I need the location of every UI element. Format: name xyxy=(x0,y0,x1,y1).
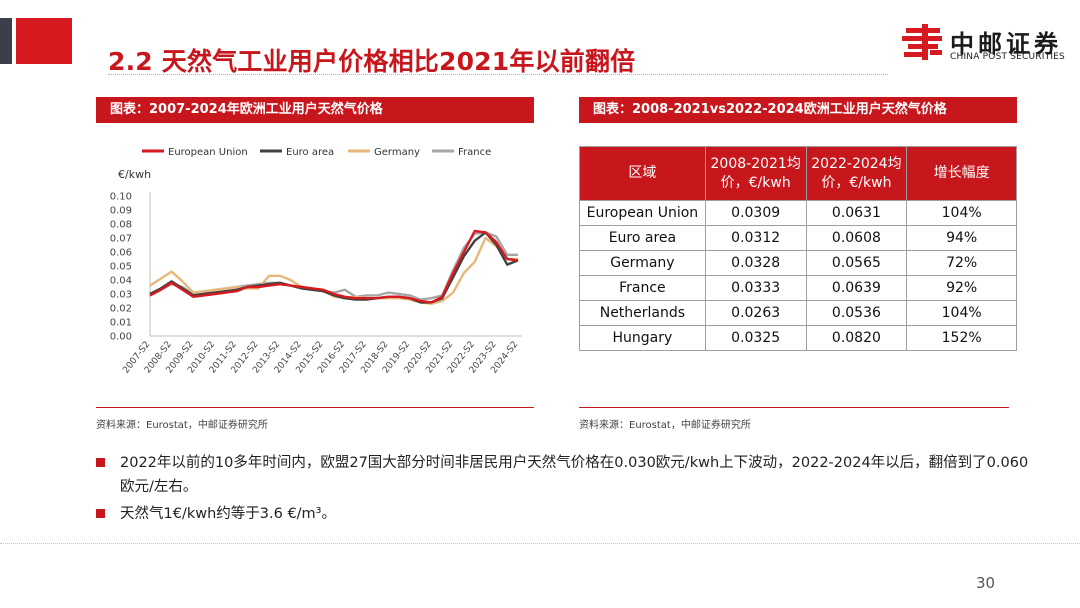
cell-growth: 104% xyxy=(906,300,1017,326)
summary-bullets: 2022年以前的10多年时间内，欧盟27国大部分时间非居民用户天然气价格在0.0… xyxy=(96,451,1036,526)
left-chart-heading: 图表：2007-2024年欧洲工业用户天然气价格 xyxy=(96,97,534,123)
table-header-row: 区域 2008-2021均价，€/kwh 2022-2024均价，€/kwh 增… xyxy=(579,146,1017,201)
y-tick-label: 0.05 xyxy=(110,262,132,273)
series-line-european-union xyxy=(149,229,519,304)
cell-region: Germany xyxy=(579,250,706,276)
y-tick-label: 0.04 xyxy=(110,276,132,287)
cell-growth: 72% xyxy=(906,250,1017,276)
cell-avg-2008-2021: 0.0328 xyxy=(704,250,807,276)
table-row: Euro area 0.0312 0.0608 94% xyxy=(579,225,1017,251)
bullet-item: 2022年以前的10多年时间内，欧盟27国大部分时间非居民用户天然气价格在0.0… xyxy=(96,451,1036,499)
legend-label: European Union xyxy=(168,147,248,158)
cell-growth: 152% xyxy=(906,325,1017,351)
cell-growth: 92% xyxy=(906,275,1017,301)
left-source-note: 资料来源：Eurostat，中邮证券研究所 xyxy=(96,420,268,431)
cell-region: Hungary xyxy=(579,325,706,351)
cell-avg-2022-2024: 0.0639 xyxy=(805,275,908,301)
left-source-divider xyxy=(96,407,534,408)
cell-region: Euro area xyxy=(579,225,706,251)
cell-avg-2022-2024: 0.0820 xyxy=(805,325,908,351)
table-row: Hungary 0.0325 0.0820 152% xyxy=(579,325,1017,351)
cell-region: France xyxy=(579,275,706,301)
legend-label: France xyxy=(458,147,491,158)
bullet-text: 天然气1€/kwh约等于3.6 €/m³。 xyxy=(120,506,336,522)
cell-avg-2008-2021: 0.0309 xyxy=(704,200,807,226)
table-row: European Union 0.0309 0.0631 104% xyxy=(579,200,1017,226)
bullet-item: 天然气1€/kwh约等于3.6 €/m³。 xyxy=(96,502,1036,526)
y-tick-label: 0.03 xyxy=(110,290,132,301)
y-tick-label: 0.01 xyxy=(110,318,132,329)
y-tick-label: 0.10 xyxy=(110,192,132,203)
y-tick-label: 0.02 xyxy=(110,304,132,315)
cell-avg-2022-2024: 0.0608 xyxy=(805,225,908,251)
cell-region: European Union xyxy=(579,200,706,226)
gas-price-line-chart: European Union Euro area Germany France €/k… xyxy=(110,147,522,376)
table-row: Netherlands 0.0263 0.0536 104% xyxy=(579,300,1017,326)
page-number: 30 xyxy=(976,574,996,592)
legend-label: Euro area xyxy=(286,147,334,158)
y-tick-label: 0.09 xyxy=(110,206,132,217)
chart-series xyxy=(149,229,519,305)
header-region: 区域 xyxy=(579,146,706,201)
right-table-heading: 图表：2008-2021vs2022-2024欧洲工业用户天然气价格 xyxy=(579,97,1017,123)
series-line-germany xyxy=(149,236,518,305)
table-row: Germany 0.0328 0.0565 72% xyxy=(579,250,1017,276)
bullet-square-icon xyxy=(96,509,105,518)
y-axis-ticks: 0.10 0.09 0.08 0.07 0.06 0.05 0.04 0.03 0.02 0.01… xyxy=(110,192,522,343)
y-tick-label: 0.08 xyxy=(110,220,132,231)
cell-avg-2008-2021: 0.0333 xyxy=(704,275,807,301)
header-avg-2022-2024: 2022-2024均价，€/kwh xyxy=(805,146,908,201)
y-tick-label: 0.00 xyxy=(110,332,132,343)
cell-avg-2008-2021: 0.0325 xyxy=(704,325,807,351)
title-divider xyxy=(108,74,888,75)
logo-english-name: CHINA POST SECURITIES xyxy=(950,52,1065,62)
cell-avg-2022-2024: 0.0631 xyxy=(805,200,908,226)
header-decor-red xyxy=(16,18,72,64)
y-axis-label: €/kwh xyxy=(118,168,151,181)
china-post-logo-icon xyxy=(902,24,942,60)
cell-avg-2008-2021: 0.0312 xyxy=(704,225,807,251)
footer-divider xyxy=(0,543,1080,544)
cell-region: Netherlands xyxy=(579,300,706,326)
cell-growth: 94% xyxy=(906,225,1017,251)
company-logo: 中邮证券 CHINA POST SECURITIES xyxy=(900,22,1070,66)
header-decor-dark xyxy=(0,18,12,64)
cell-avg-2022-2024: 0.0565 xyxy=(805,250,908,276)
chart-legend: European Union Euro area Germany France xyxy=(142,147,491,158)
series-line-france xyxy=(149,231,518,301)
logo-chinese-name: 中邮证券 xyxy=(950,30,1062,58)
page-title: 2.2 天然气工业用户价格相比2021年以前翻倍 xyxy=(108,47,636,76)
x-axis-ticks: 2007-S22008-S22009-S22010-S22011-S22012-… xyxy=(121,340,520,376)
legend-label: Germany xyxy=(374,147,420,158)
price-comparison-table: 区域 2008-2021均价，€/kwh 2022-2024均价，€/kwh 增… xyxy=(579,146,1017,351)
table-row: France 0.0333 0.0639 92% xyxy=(579,275,1017,301)
y-tick-label: 0.07 xyxy=(110,234,132,245)
cell-avg-2008-2021: 0.0263 xyxy=(704,300,807,326)
cell-growth: 104% xyxy=(906,200,1017,226)
right-source-note: 资料来源：Eurostat，中邮证券研究所 xyxy=(579,420,751,431)
header-avg-2008-2021: 2008-2021均价，€/kwh xyxy=(704,146,807,201)
cell-avg-2022-2024: 0.0536 xyxy=(805,300,908,326)
series-line-euro-area xyxy=(149,231,519,304)
header-growth: 增长幅度 xyxy=(906,146,1017,201)
y-tick-label: 0.06 xyxy=(110,248,132,259)
bullet-square-icon xyxy=(96,458,105,467)
right-source-divider xyxy=(579,407,1009,408)
bullet-text: 2022年以前的10多年时间内，欧盟27国大部分时间非居民用户天然气价格在0.0… xyxy=(120,455,1029,495)
